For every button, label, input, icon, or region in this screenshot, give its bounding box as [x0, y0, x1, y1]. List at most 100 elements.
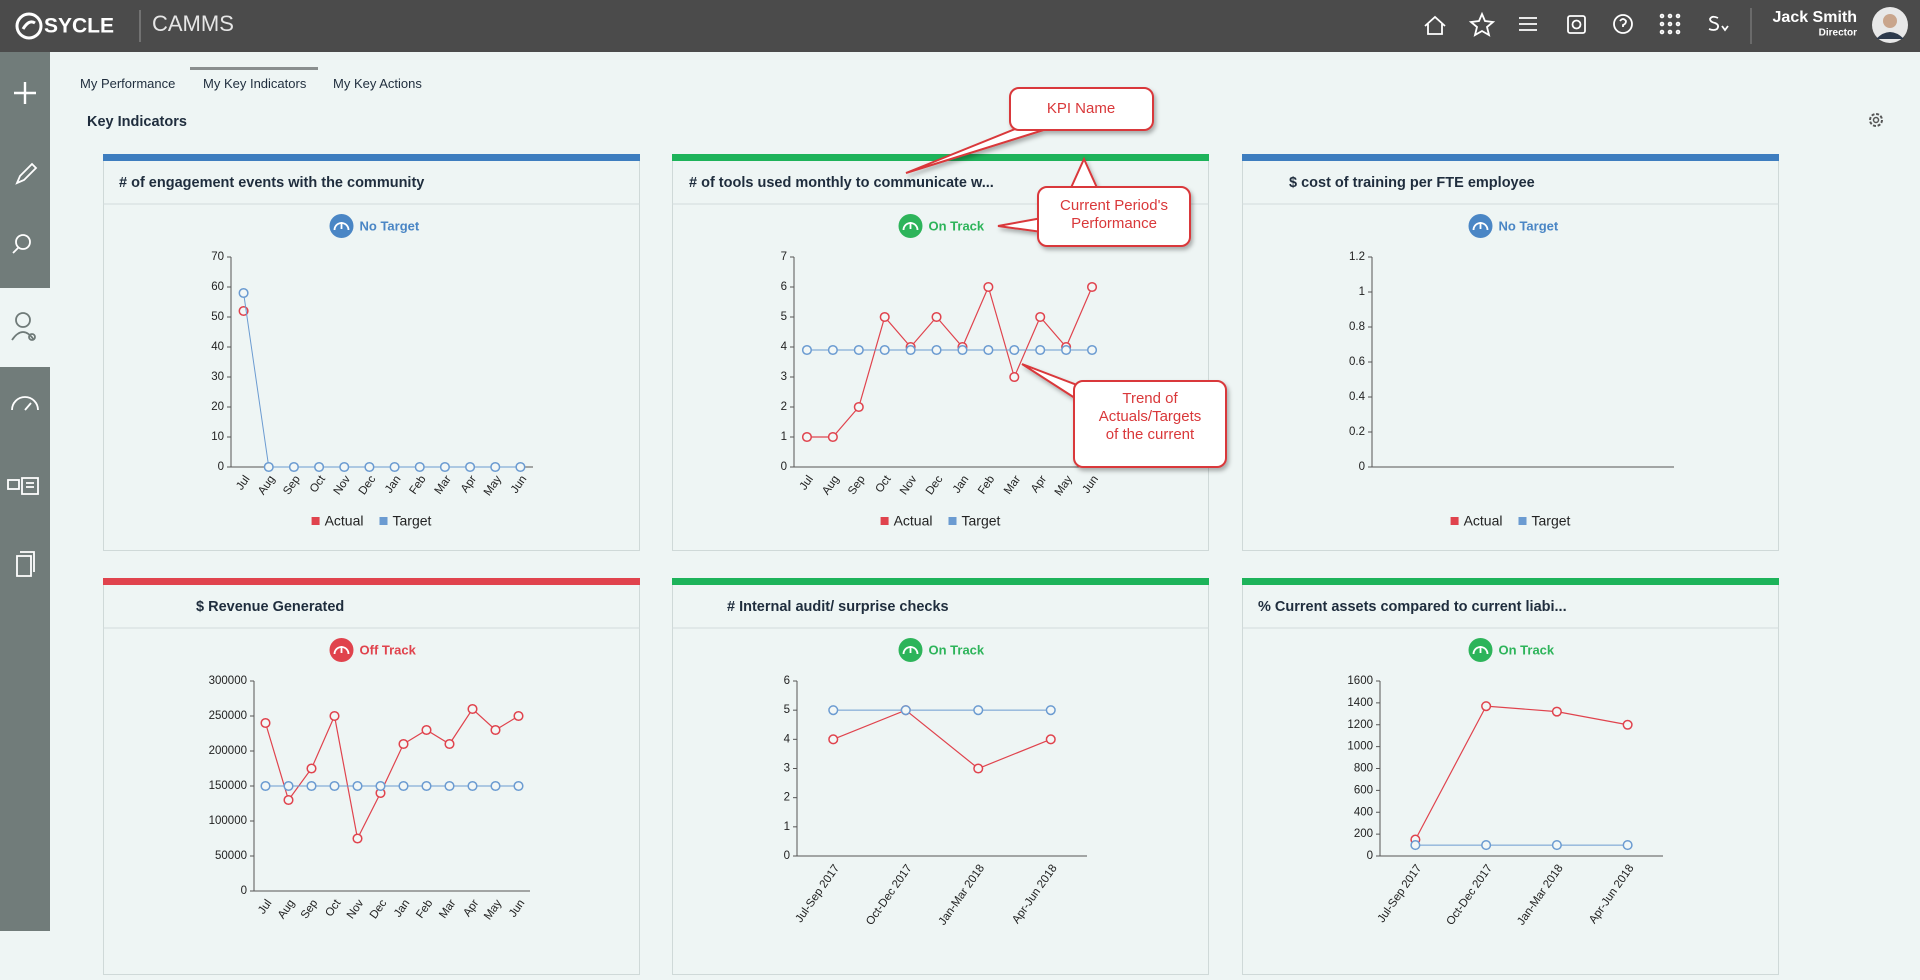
data-point: [1622, 719, 1633, 730]
data-point: [439, 461, 450, 473]
status-label: No Target: [1499, 218, 1559, 233]
switch-icon[interactable]: [1708, 15, 1729, 32]
data-point: [444, 780, 455, 792]
gauge-icon[interactable]: [11, 396, 39, 411]
kpi-card[interactable]: % Current assets compared to current lia…: [1242, 578, 1779, 975]
search-icon[interactable]: [15, 234, 31, 250]
legend-label: Target: [1532, 513, 1571, 529]
data-point: [490, 780, 501, 792]
data-point: [879, 344, 890, 356]
kpi-card[interactable]: # Internal audit/ surprise checks On Trac…: [672, 578, 1209, 975]
sidebar-icons: [0, 82, 50, 577]
y-tick-label: 0: [784, 850, 790, 862]
data-point: [1035, 311, 1046, 323]
data-point: [827, 344, 838, 356]
data-point: [1061, 344, 1072, 356]
kpi-title: # of tools used monthly to communicate w…: [689, 175, 994, 191]
data-point: [853, 344, 864, 356]
card-border: [1242, 154, 1779, 551]
data-point: [1622, 840, 1633, 851]
data-point: [421, 780, 432, 792]
kpi-card[interactable]: # of engagement events with the communit…: [103, 154, 640, 551]
y-tick-label: 0: [1359, 461, 1365, 473]
y-tick-label: 1600: [1347, 675, 1373, 687]
data-point: [931, 344, 942, 356]
data-point: [879, 311, 890, 323]
report-icon[interactable]: [16, 551, 35, 577]
home-icon[interactable]: [1424, 15, 1446, 35]
status-icon-mark: [902, 222, 919, 231]
y-tick-label: 4: [784, 733, 791, 745]
user-name[interactable]: Jack Smith: [1773, 9, 1857, 26]
data-point: [973, 705, 984, 716]
legend-label: Target: [393, 513, 432, 529]
y-tick-label: 200: [1354, 828, 1373, 840]
kpi-card[interactable]: # of tools used monthly to communicate w…: [672, 154, 1209, 551]
data-point: [1481, 840, 1492, 851]
tab-active[interactable]: My Key Indicators: [203, 76, 307, 91]
logo-icon: [15, 12, 43, 40]
data-point: [1035, 344, 1046, 356]
status-label: On Track: [929, 218, 985, 233]
legend: Actual Target: [880, 513, 1001, 529]
series-line: [833, 709, 1051, 770]
top-bar-graphics: SYCLE CAMMS Jack Smith Director: [15, 7, 1908, 44]
y-tick-label: 3: [781, 371, 787, 383]
y-tick-label: 0.8: [1349, 321, 1365, 333]
data-point: [973, 763, 984, 774]
kpi-card[interactable]: $ Revenue Generated Off Track 0 50000 100000…: [103, 578, 640, 975]
data-point: [801, 344, 813, 356]
data-point: [389, 461, 400, 473]
menu-icon[interactable]: [1519, 17, 1537, 31]
legend-swatch: [948, 517, 957, 525]
card-accent: [672, 154, 1209, 161]
data-point: [352, 780, 363, 792]
y-tick-label: 0: [218, 461, 224, 473]
data-point: [1481, 701, 1492, 712]
legend-swatch: [1518, 517, 1527, 525]
apps-icon[interactable]: [1659, 13, 1681, 35]
user-icon[interactable]: [11, 312, 36, 341]
status-icon-mark: [902, 646, 919, 655]
dashboard-icon[interactable]: [1567, 15, 1586, 34]
data-point: [827, 431, 838, 443]
data-point: [467, 780, 478, 792]
star-icon[interactable]: [1468, 11, 1496, 37]
add-icon[interactable]: [14, 82, 36, 104]
y-tick-label: 600: [1354, 784, 1373, 796]
data-point: [260, 717, 271, 729]
card-accent: [672, 578, 1209, 585]
data-point: [339, 461, 350, 473]
y-tick-label: 6: [781, 281, 787, 293]
y-tick-label: 0: [241, 885, 247, 897]
y-tick-label: 1200: [1347, 719, 1373, 731]
data-point: [1410, 840, 1421, 851]
kpi-card-graphics: # Internal audit/ surprise checks On Trac…: [672, 578, 1209, 975]
card-border: [103, 154, 640, 551]
status-label: On Track: [1499, 642, 1555, 657]
help-mark: [1619, 18, 1627, 27]
kpi-title: $ cost of training per FTE employee: [1289, 175, 1535, 191]
tab[interactable]: My Performance: [80, 76, 176, 91]
data-point: [414, 461, 425, 473]
y-tick-label: 1.2: [1349, 251, 1365, 263]
data-point: [283, 794, 294, 806]
settings-icon[interactable]: [1866, 110, 1886, 130]
card-accent: [103, 154, 640, 161]
y-tick-label: 200000: [209, 745, 247, 757]
legend-swatch: [1450, 517, 1459, 525]
legend: Actual Target: [311, 513, 432, 529]
y-tick-label: 30: [211, 371, 224, 383]
kpi-card[interactable]: $ cost of training per FTE employee No Ta…: [1242, 154, 1779, 551]
data-point: [828, 734, 839, 745]
series-line: [806, 285, 1093, 438]
help-icon[interactable]: [1613, 14, 1633, 34]
edit-icon[interactable]: [15, 162, 38, 185]
toolbar-icons[interactable]: [1424, 11, 1729, 37]
tab[interactable]: My Key Actions: [333, 76, 422, 91]
avatar-face: [1883, 14, 1897, 28]
list-icon[interactable]: [7, 479, 20, 490]
data-point: [1009, 371, 1020, 383]
y-tick-label: 2: [781, 401, 787, 413]
